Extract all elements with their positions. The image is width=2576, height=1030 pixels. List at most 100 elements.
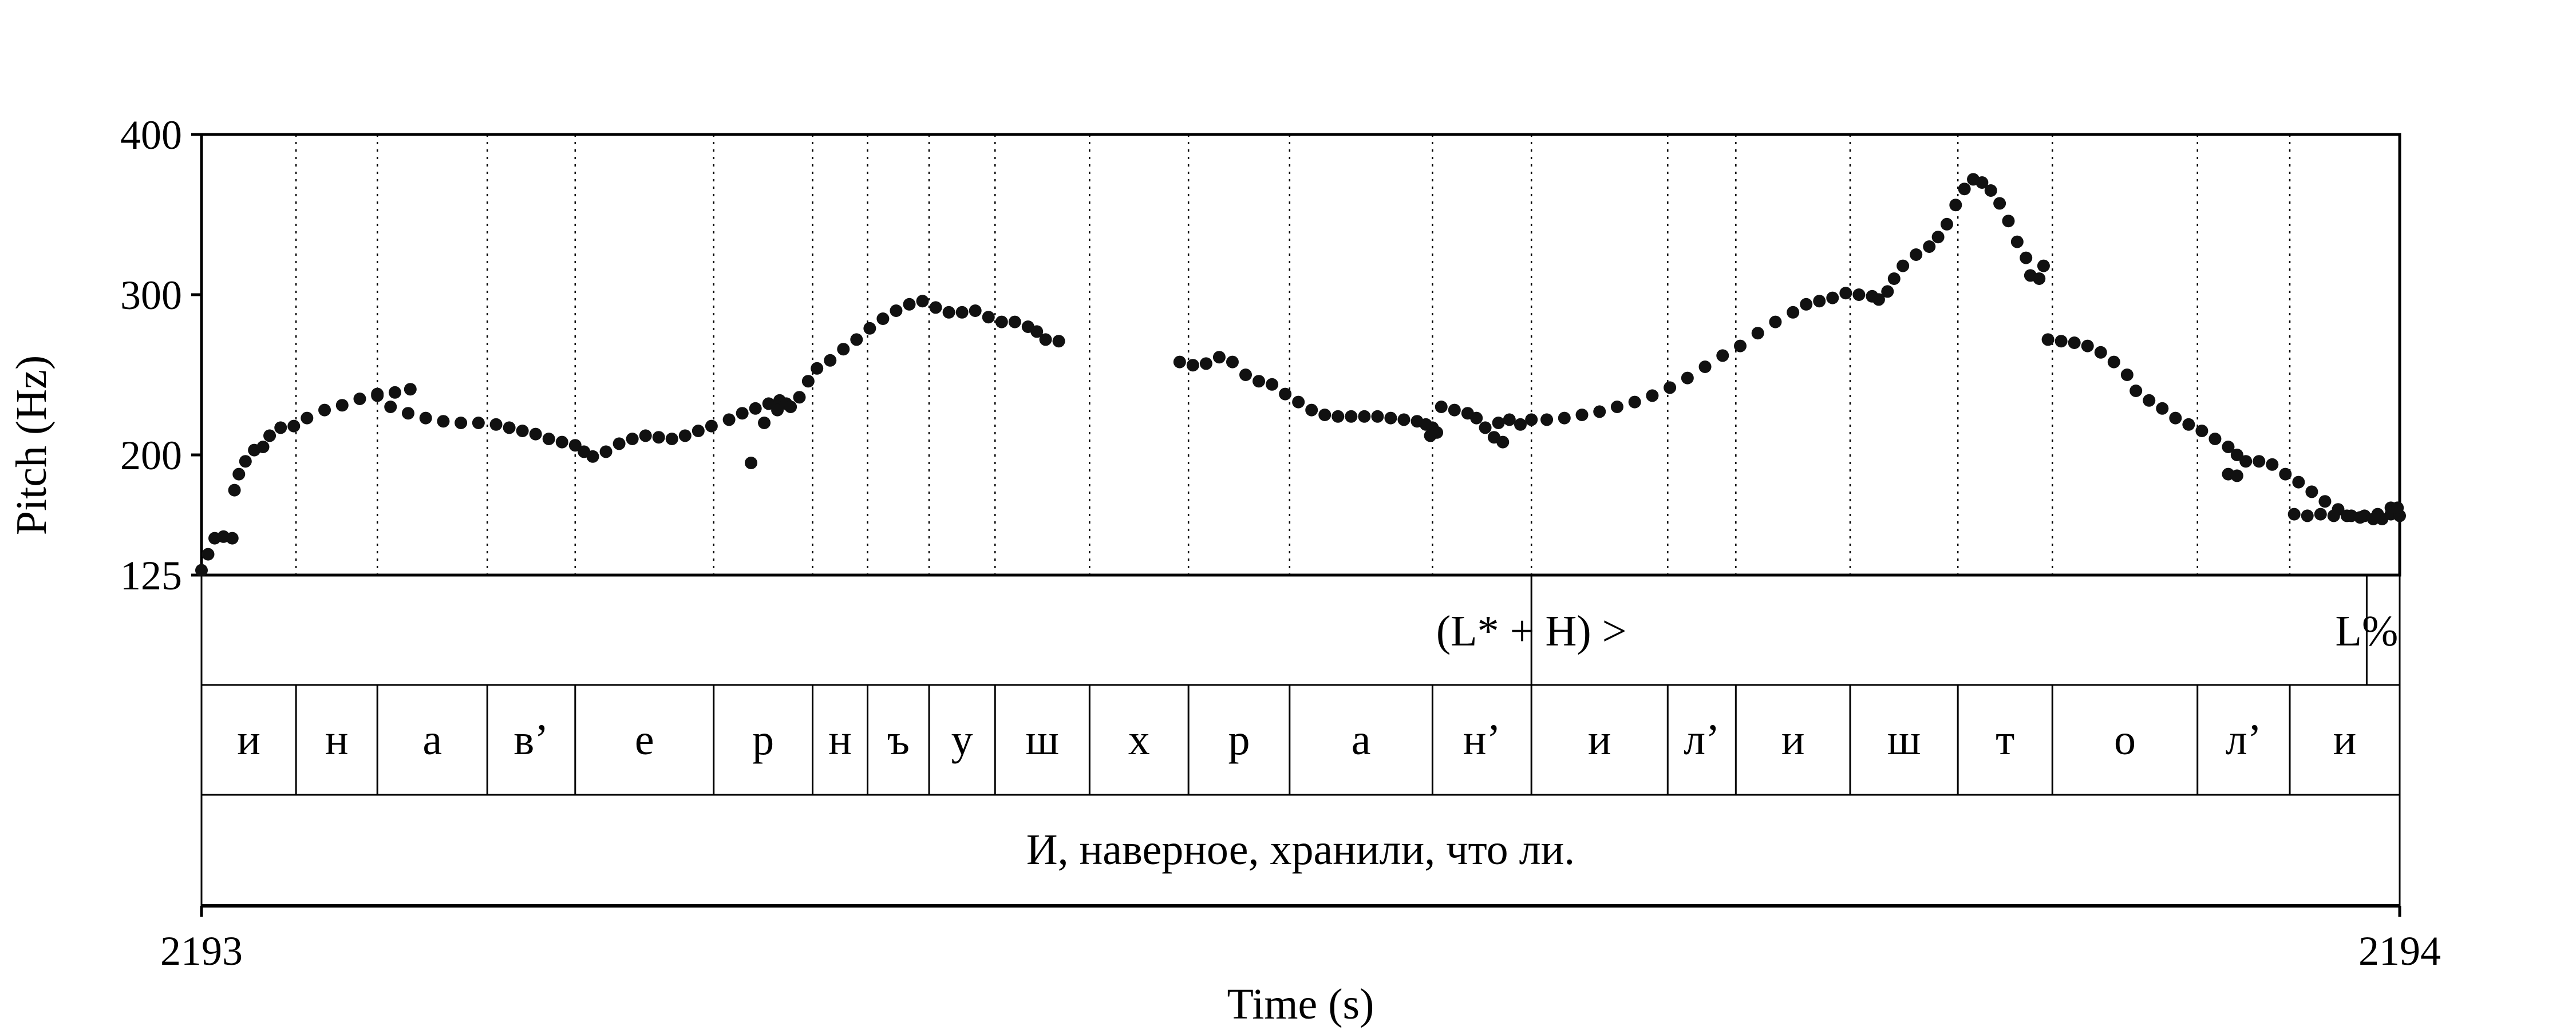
segment-grid-lines	[295, 134, 2291, 575]
pitch-point	[1371, 410, 1384, 423]
pitch-point	[749, 402, 762, 415]
pitch-point	[1492, 417, 1505, 429]
pitch-point	[1800, 298, 1813, 311]
pitch-point	[1872, 293, 1885, 306]
pitch-point	[850, 333, 863, 346]
pitch-point	[1186, 359, 1199, 372]
segment-label: и	[1588, 716, 1611, 764]
pitch-point	[2143, 394, 2156, 407]
pitch-point	[555, 435, 568, 449]
pitch-point	[863, 322, 876, 335]
y-axis-ticks: 400 300 200 125	[120, 112, 202, 599]
pitch-point	[969, 304, 982, 317]
pitch-point	[1525, 413, 1538, 426]
segment-label: л’	[1684, 716, 1720, 764]
pitch-point	[1958, 183, 1971, 196]
pitch-point	[613, 437, 626, 450]
pitch-point	[1976, 176, 1989, 189]
pitch-point	[824, 354, 837, 367]
pitch-point	[2366, 513, 2380, 525]
pitch-point	[1646, 389, 1659, 402]
pitch-point	[929, 301, 942, 314]
pitch-point	[1030, 325, 1044, 338]
pitch-point	[1769, 315, 1782, 328]
pitch-point	[626, 433, 639, 445]
pitch-point	[1199, 357, 1212, 370]
pitch-point	[982, 311, 995, 324]
pitch-point	[1787, 306, 1800, 319]
pitch-point	[195, 564, 208, 577]
pitch-point	[404, 383, 417, 396]
pitch-point	[1305, 403, 1318, 417]
pitch-point	[1813, 295, 1826, 308]
pitch-point	[1173, 355, 1186, 369]
x-tick-label: 2194	[2358, 928, 2441, 974]
pitch-point	[1593, 405, 1606, 418]
pitch-point	[2010, 235, 2024, 248]
segment-label: р	[1228, 716, 1250, 764]
pitch-point	[228, 484, 241, 497]
pitch-point	[2081, 339, 2094, 352]
pitch-point	[529, 427, 542, 441]
pitch-point	[586, 450, 599, 463]
pitch-point	[1839, 287, 1852, 300]
sentence-text: И, наверное, хранили, что ли.	[1026, 826, 1575, 874]
tone-tier-frame	[200, 574, 2401, 686]
pitch-point	[1826, 291, 1839, 304]
pitch-point	[942, 306, 955, 319]
pitch-point	[2391, 501, 2404, 514]
pitch-point	[639, 429, 652, 442]
pitch-point	[318, 403, 331, 417]
pitch-point	[837, 343, 850, 356]
pitch-point	[1424, 429, 1437, 442]
pitch-point	[903, 298, 916, 311]
segment-label: о	[2114, 716, 2136, 764]
pitch-point	[2129, 385, 2143, 397]
segment-label: х	[1128, 716, 1150, 764]
pitch-point	[2107, 355, 2120, 369]
pitch-point	[2230, 469, 2243, 482]
pitch-point	[274, 421, 287, 434]
pitch-point	[1664, 381, 1677, 394]
pitch-point	[2020, 251, 2033, 264]
pitch-point	[301, 411, 314, 425]
pitch-point	[1292, 395, 1305, 409]
tone-markers	[1530, 575, 2368, 685]
pitch-point	[1698, 360, 1712, 373]
tone-labels: (L* + H) > L%	[1436, 607, 2398, 655]
pitch-point	[384, 401, 397, 413]
pitch-point	[568, 439, 582, 452]
pitch-point	[2041, 333, 2055, 346]
pitch-point	[489, 418, 503, 431]
pitch-point	[2353, 511, 2366, 524]
pitch-point	[1503, 413, 1516, 426]
segment-label: л’	[2226, 716, 2262, 764]
pitch-point	[239, 455, 252, 468]
pitch-point	[1226, 355, 1239, 369]
pitch-point	[1318, 409, 1332, 421]
pitch-point	[1332, 410, 1345, 423]
segment-label: н’	[1463, 716, 1501, 764]
pitch-point	[335, 399, 349, 412]
pitch-point	[2055, 335, 2068, 348]
pitch-point	[784, 401, 797, 413]
pitch-point	[353, 393, 366, 405]
pitch-point	[762, 397, 775, 410]
pitch-point	[1852, 288, 1866, 301]
pitch-point	[793, 391, 806, 404]
pitch-point	[1993, 197, 2006, 210]
pitch-point	[665, 433, 678, 445]
pitch-point	[1345, 410, 1358, 423]
pitch-point	[472, 417, 485, 429]
pitch-point	[1253, 375, 1266, 388]
pitch-point	[371, 387, 384, 401]
pitch-point	[2327, 509, 2340, 522]
pitch-point	[2208, 433, 2222, 445]
pitch-point	[2068, 336, 2081, 349]
pitch-point	[2318, 495, 2332, 508]
segment-label: ш	[1026, 716, 1060, 764]
pitch-point	[890, 304, 903, 317]
pitch-point	[2182, 418, 2195, 431]
pitch-point	[401, 407, 414, 420]
pitch-point	[2340, 509, 2353, 522]
